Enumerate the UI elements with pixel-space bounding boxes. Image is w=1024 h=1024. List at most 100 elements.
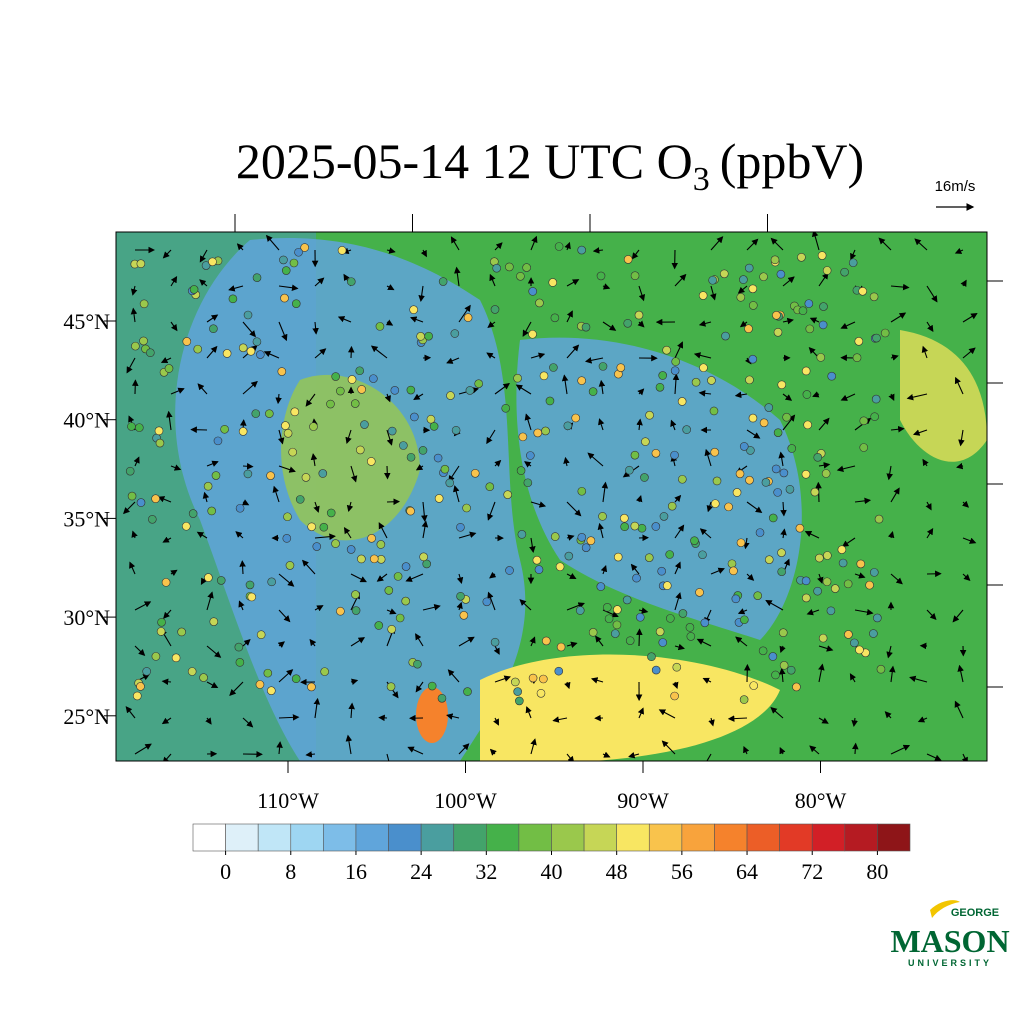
station-dot	[319, 522, 329, 532]
station-dot	[771, 464, 781, 474]
wind-arrow	[133, 456, 140, 467]
wind-arrow	[206, 645, 222, 658]
wind-arrow	[636, 628, 643, 647]
station-dot	[719, 269, 729, 279]
station-dot	[830, 584, 840, 593]
colorbar-label: 72	[801, 859, 823, 884]
station-dot	[686, 632, 696, 641]
wind-arrow	[238, 600, 245, 611]
station-dot	[588, 628, 598, 637]
wind-arrow	[278, 284, 299, 291]
station-dot	[393, 572, 403, 581]
station-dot	[623, 255, 633, 264]
colorbar-label: 40	[541, 859, 563, 884]
station-dot	[355, 445, 365, 455]
wind-arrow	[737, 608, 748, 615]
wind-arrow	[197, 383, 208, 395]
wind-arrow	[890, 744, 911, 755]
wind-arrow	[696, 638, 712, 647]
station-dot	[797, 252, 806, 262]
station-dot	[246, 346, 256, 356]
wind-arrow	[958, 429, 965, 447]
station-dot	[709, 406, 719, 416]
wind-arrow	[278, 609, 291, 623]
wind-arrow	[779, 645, 786, 654]
wind-arrow	[309, 638, 317, 647]
wind-arrow	[704, 448, 712, 467]
wind-arrow	[890, 283, 910, 291]
station-dot	[360, 420, 369, 429]
station-dot	[659, 512, 669, 521]
station-dot	[691, 377, 701, 387]
wind-arrow	[202, 491, 210, 503]
station-dot	[876, 664, 886, 674]
station-dot	[463, 687, 472, 696]
wind-arrow	[123, 501, 136, 515]
wind-arrow	[161, 678, 172, 686]
wind-arrow	[739, 320, 748, 328]
longitude-label: 110°W	[257, 788, 319, 813]
station-dot	[548, 278, 558, 287]
wind-vectors	[123, 232, 978, 761]
colorbar-box	[844, 823, 878, 852]
wind-arrow	[836, 465, 856, 473]
station-dot	[792, 682, 801, 692]
station-dot	[456, 591, 465, 601]
wind-arrow	[125, 706, 136, 719]
wind-arrow	[782, 393, 793, 401]
station-dot	[667, 501, 677, 511]
station-dot	[427, 681, 437, 691]
wind-arrow	[841, 537, 856, 547]
colorbar-box	[648, 823, 683, 852]
station-dot	[437, 693, 447, 703]
wind-arrow	[206, 460, 219, 467]
station-dot	[350, 399, 360, 408]
station-dot	[148, 515, 157, 524]
wind-arrow	[743, 745, 750, 755]
station-dot	[735, 469, 745, 479]
latitude-label: 45°N	[63, 309, 110, 334]
station-dot	[801, 576, 811, 586]
wind-arrow	[314, 348, 327, 359]
wind-arrow	[906, 393, 928, 401]
station-dot	[858, 286, 867, 296]
wind-arrow	[421, 520, 429, 539]
wind-arrow	[242, 321, 256, 338]
wind-arrow	[305, 393, 316, 407]
colorbar-label: 80	[866, 859, 888, 884]
station-dot	[409, 305, 418, 315]
wind-arrow	[658, 709, 676, 719]
station-dot	[620, 513, 629, 523]
colorbar-label: 0	[220, 859, 231, 884]
wind-arrow	[493, 645, 500, 655]
station-dot	[515, 696, 524, 706]
wind-arrow	[954, 247, 964, 254]
station-dot	[243, 310, 253, 320]
station-dot	[838, 558, 848, 568]
wind-arrow	[163, 609, 172, 619]
wind-arrow	[312, 321, 319, 335]
station-dot	[710, 447, 720, 457]
wind-arrow	[345, 429, 352, 444]
station-dot	[662, 581, 672, 590]
wind-arrow	[487, 321, 496, 328]
wind-arrow	[453, 485, 460, 503]
wind-arrow	[199, 279, 208, 287]
wind-arrow	[305, 751, 316, 758]
wind-arrow	[337, 316, 352, 323]
wind-arrow	[962, 313, 978, 323]
station-dot	[387, 624, 396, 634]
station-dot	[295, 495, 305, 504]
wind-arrow	[926, 609, 937, 620]
station-dot	[307, 682, 316, 692]
station-dot	[736, 538, 746, 548]
station-dot	[139, 299, 149, 309]
station-dot	[285, 561, 295, 570]
wind-arrow	[954, 700, 964, 719]
wind-arrow	[818, 663, 825, 683]
wind-arrow	[809, 317, 820, 324]
station-dot	[729, 566, 738, 576]
wind-arrow	[674, 273, 687, 287]
wind-arrow	[962, 347, 976, 359]
wind-arrow	[602, 321, 617, 331]
